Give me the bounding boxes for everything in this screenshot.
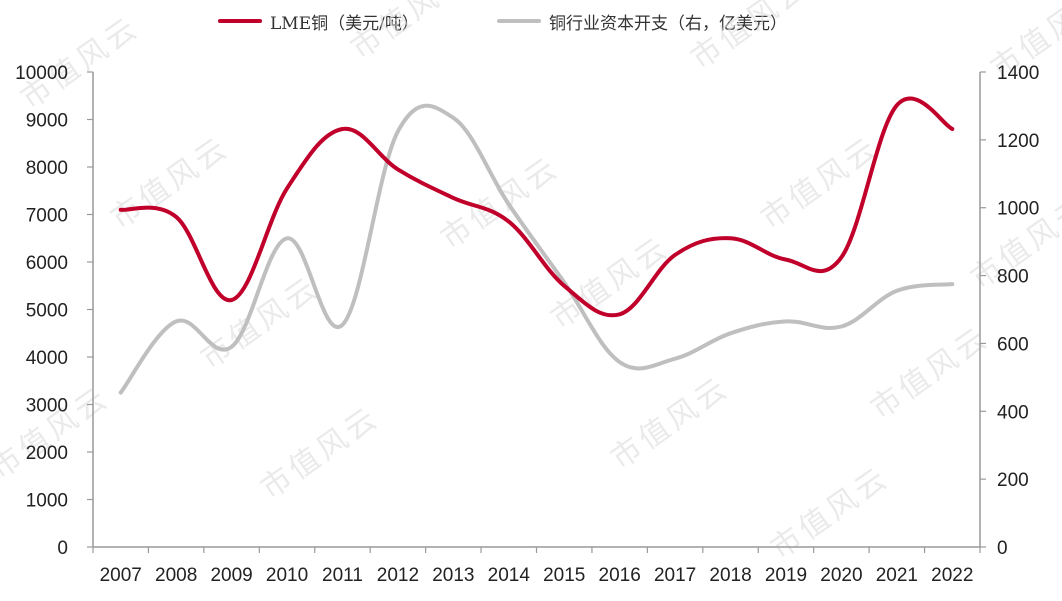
y-right-tick-label: 800 xyxy=(997,267,1029,288)
x-tick-label: 2012 xyxy=(377,565,419,586)
y-left-tick-label: 3000 xyxy=(26,396,68,417)
x-tick-label: 2015 xyxy=(543,565,585,586)
series-line-lme-copper xyxy=(118,96,955,318)
series-layer xyxy=(118,96,955,395)
watermark-text: 市值风云 xyxy=(865,320,996,427)
watermark-text: 市值风云 xyxy=(605,370,736,477)
x-tick-label: 2008 xyxy=(155,565,197,586)
legend-item-copper-capex: 铜行业资本开支（右，亿美元） xyxy=(497,6,787,36)
y-right-tick-label: 600 xyxy=(997,334,1029,355)
y-left-tick-label: 8000 xyxy=(26,158,68,179)
y-left-tick-label: 5000 xyxy=(26,301,68,322)
y-left-tick-label: 10000 xyxy=(15,63,68,84)
y-right-tick-label: 1000 xyxy=(997,199,1039,220)
x-tick-label: 2019 xyxy=(765,565,807,586)
watermark-text: 市值风云 xyxy=(685,0,816,77)
x-tick-label: 2009 xyxy=(210,565,252,586)
x-tick-label: 2022 xyxy=(931,565,973,586)
y-right-tick-label: 0 xyxy=(997,538,1008,559)
legend-swatch-lme-copper xyxy=(218,19,262,23)
watermark-text: 市值风云 xyxy=(105,130,236,237)
axes: 0100020003000400050006000700080009000100… xyxy=(15,63,1039,586)
y-left-tick-label: 1000 xyxy=(26,491,68,512)
x-tick-label: 2021 xyxy=(876,565,918,586)
x-tick-label: 2016 xyxy=(599,565,641,586)
x-tick-label: 2011 xyxy=(322,565,363,586)
x-tick-label: 2014 xyxy=(488,565,531,586)
y-right-tick-label: 1200 xyxy=(997,131,1039,152)
y-left-tick-label: 0 xyxy=(57,538,68,559)
y-right-tick-label: 400 xyxy=(997,402,1029,423)
x-tick-label: 2007 xyxy=(100,565,142,586)
y-right-tick-label: 200 xyxy=(997,470,1029,491)
y-left-tick-label: 7000 xyxy=(26,206,68,227)
legend-swatch-copper-capex xyxy=(497,19,541,23)
x-tick-label: 2010 xyxy=(266,565,308,586)
x-tick-label: 2013 xyxy=(432,565,474,586)
legend-label-lme-copper: LME铜（美元/吨） xyxy=(270,13,419,34)
series-line-copper-capex xyxy=(118,103,955,395)
watermark-text: 市值风云 xyxy=(765,460,896,567)
watermark-layer: 市值风云市值风云市值风云市值风云市值风云市值风云市值风云市值风云市值风云市值风云… xyxy=(0,0,1062,567)
x-tick-label: 2018 xyxy=(709,565,751,586)
y-left-tick-label: 2000 xyxy=(26,443,68,464)
x-tick-label: 2020 xyxy=(820,565,862,586)
y-left-tick-label: 9000 xyxy=(26,111,68,132)
x-tick-label: 2017 xyxy=(654,565,696,586)
legend-item-lme-copper: LME铜（美元/吨） xyxy=(218,6,419,36)
watermark-text: 市值风云 xyxy=(255,400,386,507)
y-right-tick-label: 1400 xyxy=(997,63,1039,84)
watermark-text: 市值风云 xyxy=(345,0,476,67)
legend-label-copper-capex: 铜行业资本开支（右，亿美元） xyxy=(549,13,787,34)
y-left-tick-label: 6000 xyxy=(26,253,68,274)
y-left-tick-label: 4000 xyxy=(26,348,68,369)
watermark-text: 市值风云 xyxy=(435,150,566,257)
